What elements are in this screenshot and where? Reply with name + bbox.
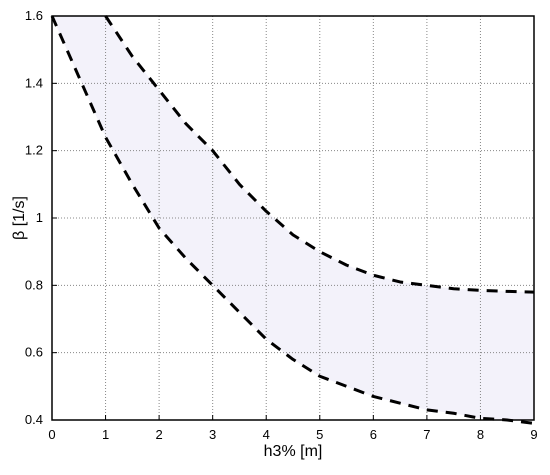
y-tick-label: 0.6 bbox=[25, 345, 43, 360]
y-tick-label: 1.4 bbox=[25, 75, 43, 90]
x-tick-label: 1 bbox=[102, 427, 109, 442]
x-tick-label: 2 bbox=[155, 427, 162, 442]
x-axis-label: h3% [m] bbox=[264, 443, 323, 460]
y-tick-label: 0.8 bbox=[25, 277, 43, 292]
x-tick-label: 5 bbox=[316, 427, 323, 442]
series-layer bbox=[50, 15, 535, 425]
tick-layer bbox=[51, 15, 535, 421]
y-tick-label: 0.4 bbox=[25, 412, 43, 427]
x-tick-labels: 0 1 2 3 4 5 6 7 8 9 bbox=[48, 427, 537, 442]
lower-bound-line bbox=[50, 15, 535, 425]
y-tick-labels: 0.4 0.6 0.8 1 1.2 1.4 1.6 bbox=[25, 8, 43, 427]
band-fill bbox=[52, 16, 534, 420]
y-tick-label: 1.2 bbox=[25, 143, 43, 158]
x-tick-label: 0 bbox=[48, 427, 55, 442]
x-tick-label: 6 bbox=[370, 427, 377, 442]
x-tick-label: 4 bbox=[263, 427, 270, 442]
upper-bound-line bbox=[104, 15, 535, 294]
x-tick-label: 9 bbox=[530, 427, 537, 442]
x-tick-label: 7 bbox=[423, 427, 430, 442]
fill-layer bbox=[52, 16, 534, 420]
y-axis-label: β [1/s] bbox=[11, 196, 28, 240]
x-tick-label: 3 bbox=[209, 427, 216, 442]
y-tick-label: 1.6 bbox=[25, 8, 43, 23]
x-tick-label: 8 bbox=[477, 427, 484, 442]
y-tick-label: 1 bbox=[36, 210, 43, 225]
